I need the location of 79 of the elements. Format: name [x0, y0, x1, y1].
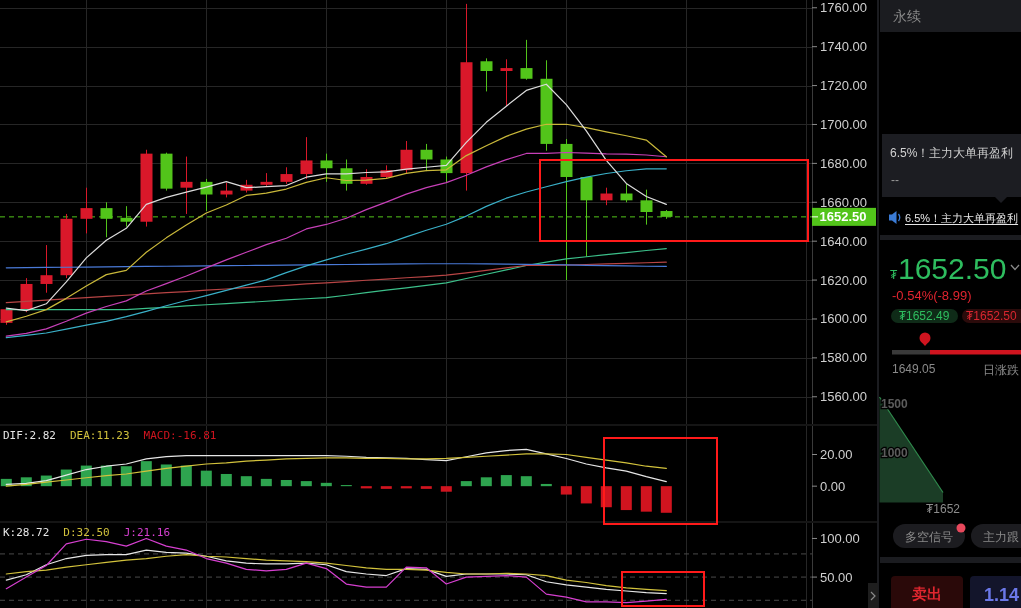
y-tick-label: 1660.00 [820, 194, 867, 210]
series-label: MACD:-16.81 [143, 429, 217, 442]
candlestick [80, 187, 93, 234]
bar [640, 486, 652, 512]
bar [360, 486, 372, 489]
text: ₮1652.49 [898, 309, 950, 323]
series-label: J:21.16 [123, 526, 171, 539]
y-tick-label: 1740.00 [820, 39, 867, 55]
y-tick-label: 1640.00 [820, 233, 867, 249]
text: 1652.50 [898, 252, 1007, 285]
line-series [5, 247, 667, 311]
y-tick-label: 1680.00 [820, 155, 867, 171]
candlestick [40, 244, 53, 294]
bar [180, 465, 192, 487]
bar [200, 470, 212, 487]
text: DIF:2.82 [3, 429, 56, 442]
candlestick [420, 143, 433, 172]
bar [580, 486, 592, 504]
bar [400, 486, 412, 489]
text: 6.5%！主力大单再盈利 [890, 146, 1014, 160]
candlestick [300, 136, 313, 180]
text: 卖出 [912, 585, 942, 602]
y-tick-label: 0.00 [820, 478, 846, 494]
bar [560, 486, 572, 495]
bar [540, 483, 552, 487]
bar [240, 476, 252, 487]
bar [280, 479, 292, 487]
y-tick-label: 100.00 [820, 530, 860, 546]
y-tick-label: 1560.00 [820, 389, 867, 405]
y-tick-label: 1600.00 [820, 311, 867, 327]
text: 永续 [893, 8, 921, 24]
candlestick [480, 57, 493, 92]
y-tick-label: 1760.00 [820, 0, 867, 16]
bar [440, 486, 452, 492]
ref-line-label: 1652.50 [819, 209, 867, 225]
text: 多空信号 [905, 530, 953, 544]
line-series [5, 123, 667, 323]
bar [460, 481, 472, 487]
bar [420, 486, 432, 489]
line-series [5, 537, 667, 604]
text: DEA:11.23 [69, 429, 130, 442]
text: K:28.72 [3, 526, 50, 539]
text: 1.14 [984, 585, 1020, 605]
bar [660, 486, 672, 513]
text: ₮1652.50 [966, 309, 1018, 323]
y-tick-label: 1700.00 [820, 116, 867, 132]
bar [620, 486, 632, 511]
text: -- [891, 173, 899, 187]
bar [140, 461, 152, 487]
y-tick-label: 1720.00 [820, 78, 867, 94]
bar [380, 486, 392, 489]
text: D:32.50 [63, 526, 110, 539]
line-series [5, 83, 667, 312]
bar [300, 481, 312, 487]
candlestick [520, 39, 533, 81]
bar [500, 475, 512, 487]
candlestick [400, 140, 413, 174]
bar [260, 478, 272, 487]
bar [480, 477, 492, 487]
bar [120, 466, 132, 487]
text: ₮1652 [925, 502, 961, 516]
text: ₮ [890, 268, 898, 282]
candlestick [500, 58, 513, 107]
y-tick-label: 1580.00 [820, 350, 867, 366]
candlestick [180, 156, 193, 215]
text: 1649.05 [892, 362, 936, 376]
line-series [5, 261, 667, 304]
bar [220, 473, 232, 487]
text: 主力跟 [983, 530, 1019, 544]
y-tick-label: 50.00 [820, 569, 853, 585]
bar [160, 464, 172, 487]
text: -0.54%(-8.99) [892, 288, 972, 303]
candlestick [320, 153, 333, 183]
text: 6.5%！主力大单再盈利 [905, 212, 1019, 224]
y-tick-label: 20.00 [820, 447, 853, 462]
text: 1000 [881, 445, 909, 460]
text: 日涨跌 [983, 363, 1019, 377]
bar [520, 476, 532, 487]
y-tick-label: 1620.00 [820, 272, 867, 288]
